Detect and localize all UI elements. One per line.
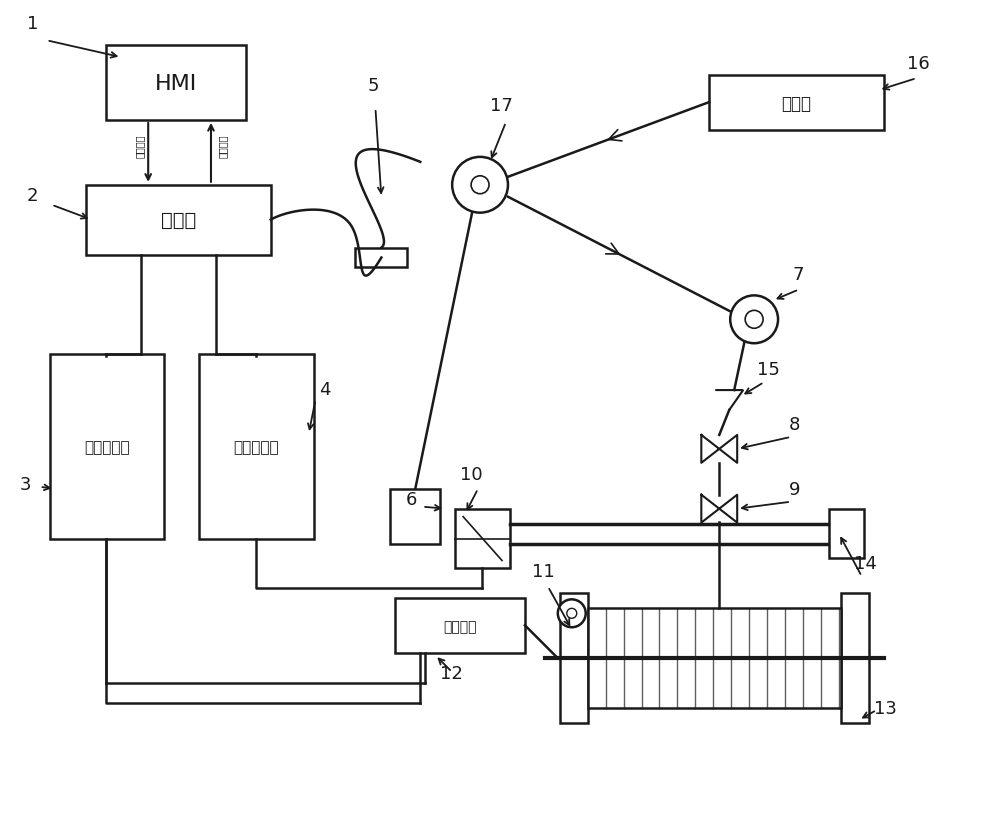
- Bar: [390, 489, 440, 544]
- Text: 2: 2: [27, 187, 38, 205]
- Text: 3: 3: [20, 475, 31, 493]
- Circle shape: [471, 177, 489, 194]
- Bar: [50, 355, 164, 539]
- Text: 15: 15: [757, 360, 780, 378]
- Text: 16: 16: [907, 55, 929, 73]
- Text: 14: 14: [854, 554, 877, 572]
- Text: 7: 7: [792, 266, 804, 284]
- Bar: [560, 594, 588, 723]
- Bar: [841, 594, 869, 723]
- Bar: [455, 509, 510, 568]
- Text: 运行参数: 运行参数: [134, 134, 144, 157]
- Text: 8: 8: [789, 415, 800, 433]
- Circle shape: [730, 296, 778, 344]
- Text: 10: 10: [460, 465, 483, 483]
- Bar: [709, 76, 884, 131]
- Text: 4: 4: [319, 381, 330, 399]
- Text: 12: 12: [440, 664, 463, 682]
- Text: 操作指令: 操作指令: [218, 134, 228, 157]
- Bar: [106, 46, 246, 121]
- Text: 收线电机: 收线电机: [443, 619, 477, 633]
- Text: 拉丝机: 拉丝机: [781, 94, 811, 112]
- Text: 1: 1: [27, 16, 38, 34]
- Circle shape: [558, 600, 586, 627]
- Text: 收线变频器: 收线变频器: [84, 439, 130, 455]
- Text: 9: 9: [789, 480, 801, 498]
- Bar: [395, 599, 525, 654]
- Text: 控制器: 控制器: [161, 210, 196, 230]
- Bar: [355, 248, 407, 268]
- Bar: [199, 355, 314, 539]
- Circle shape: [567, 609, 577, 618]
- Circle shape: [745, 311, 763, 329]
- Circle shape: [452, 158, 508, 214]
- Bar: [588, 609, 841, 708]
- Bar: [829, 509, 864, 559]
- Bar: [86, 186, 271, 256]
- Text: HMI: HMI: [155, 74, 197, 93]
- Text: 5: 5: [367, 77, 379, 95]
- Text: 排线变频器: 排线变频器: [234, 439, 279, 455]
- Text: 17: 17: [490, 97, 513, 115]
- Text: 11: 11: [532, 563, 555, 581]
- Text: 6: 6: [405, 490, 417, 508]
- Text: 13: 13: [874, 699, 897, 717]
